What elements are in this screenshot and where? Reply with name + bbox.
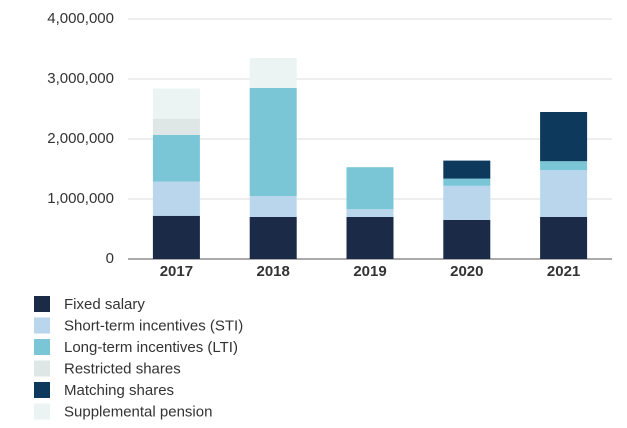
y-tick-label: 4,000,000 bbox=[47, 10, 114, 27]
bar-segment bbox=[540, 170, 588, 217]
bar-segment bbox=[249, 196, 297, 217]
legend-label: Long-term incentives (LTI) bbox=[64, 339, 238, 356]
x-tick-label: 2018 bbox=[257, 263, 290, 280]
y-tick-label: 3,000,000 bbox=[47, 70, 114, 87]
x-tick-label: 2019 bbox=[353, 263, 386, 280]
x-tick-label: 2017 bbox=[160, 263, 193, 280]
bar-segment bbox=[443, 178, 491, 186]
bar-segment bbox=[152, 215, 200, 259]
bar-segment bbox=[346, 209, 394, 217]
bar-segment bbox=[249, 58, 297, 88]
y-tick-label: 2,000,000 bbox=[47, 130, 114, 147]
legend-label: Short-term incentives (STI) bbox=[64, 317, 243, 334]
x-tick-label: 2020 bbox=[450, 263, 483, 280]
legend-swatch bbox=[34, 382, 50, 398]
legend-swatch bbox=[34, 339, 50, 355]
bar-segment bbox=[540, 112, 588, 162]
legend-label: Fixed salary bbox=[64, 296, 145, 313]
legend-swatch bbox=[34, 317, 50, 334]
legend-label: Matching shares bbox=[64, 382, 174, 399]
legend-swatch bbox=[34, 296, 50, 312]
bar-segment bbox=[540, 217, 588, 259]
x-tick-label: 2021 bbox=[547, 263, 580, 280]
bar-segment bbox=[152, 134, 200, 182]
bar-segment bbox=[346, 217, 394, 259]
legend-label: Supplemental pension bbox=[64, 403, 212, 420]
y-tick-label: 1,000,000 bbox=[47, 190, 114, 207]
bar-segment bbox=[152, 118, 200, 135]
bar-segment bbox=[249, 217, 297, 259]
bar-segment bbox=[443, 185, 491, 220]
bar-segment bbox=[443, 160, 491, 179]
y-tick-label: 0 bbox=[106, 250, 114, 267]
bar-segment bbox=[152, 181, 200, 216]
legend-label: Restricted shares bbox=[64, 360, 181, 377]
legend-swatch bbox=[34, 403, 50, 420]
bar-segment bbox=[540, 161, 588, 171]
legend-swatch bbox=[34, 360, 50, 377]
bar-segment bbox=[346, 167, 394, 210]
bar-segment bbox=[443, 220, 491, 259]
bar-segment bbox=[249, 88, 297, 196]
bar-segment bbox=[152, 88, 200, 119]
